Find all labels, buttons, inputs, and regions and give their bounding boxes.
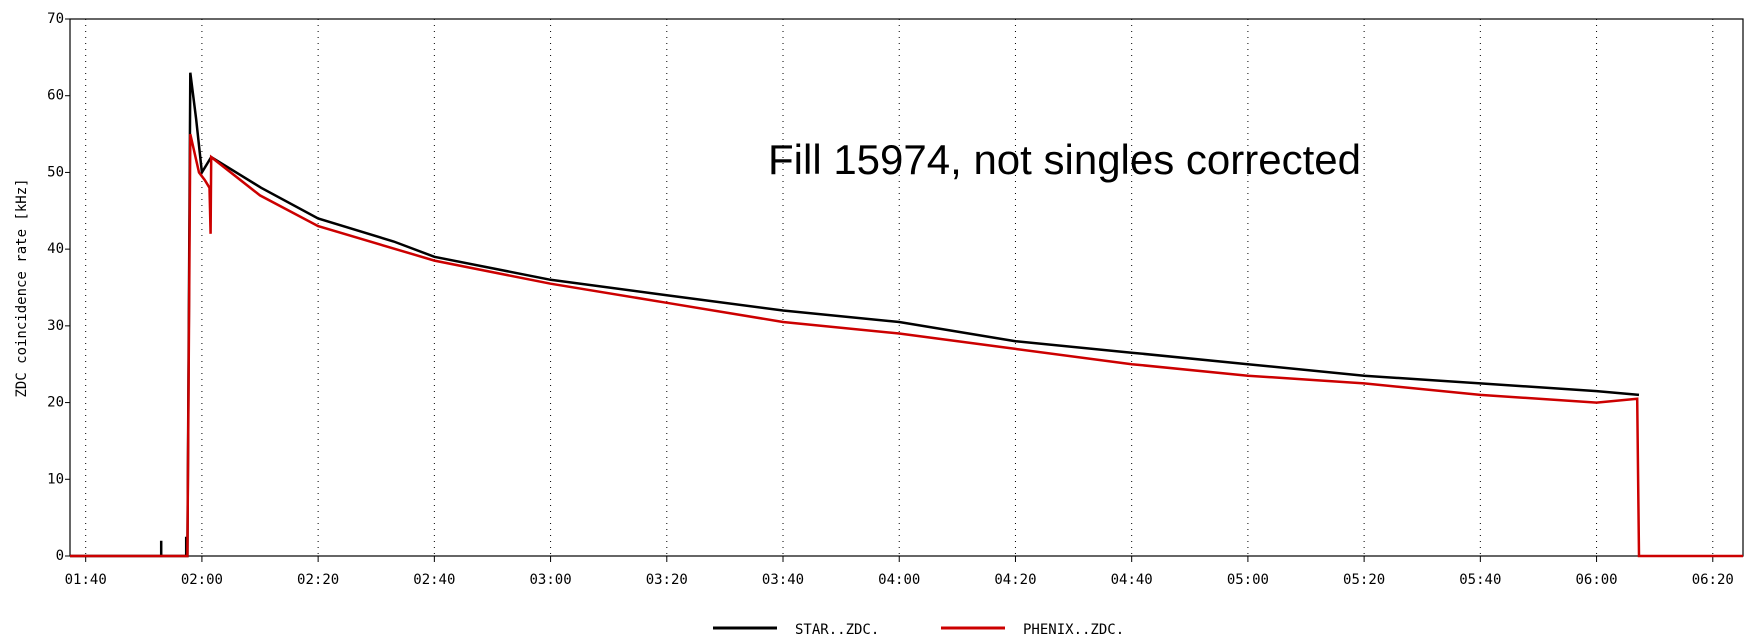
series-line [70, 133, 1743, 558]
x-tick-label: 04:00 [878, 572, 920, 588]
y-tick-label: 70 [47, 11, 64, 27]
y-tick-label: 20 [47, 395, 64, 411]
x-tick-label: 05:00 [1227, 572, 1269, 588]
x-tick-label: 03:20 [646, 572, 688, 588]
x-tick-label: 05:40 [1459, 572, 1501, 588]
x-tick-label: 03:40 [762, 572, 804, 588]
x-tick-label: 03:00 [529, 572, 571, 588]
x-tick-label: 04:20 [994, 572, 1036, 588]
y-tick-label: 50 [47, 164, 64, 180]
y-tick-label: 40 [47, 241, 64, 257]
x-tick-label: 01:40 [65, 572, 107, 588]
annotation: Fill 15974, not singles corrected [768, 136, 1361, 183]
y-tick-label: 0 [56, 548, 64, 564]
x-tick-label: 02:00 [181, 572, 223, 588]
plot-frame [69, 18, 1744, 557]
x-tick-label: 06:20 [1692, 572, 1734, 588]
y-tick-label: 10 [47, 471, 64, 487]
legend-label: PHENIX..ZDC. [1023, 622, 1124, 638]
y-tick-label: 60 [47, 88, 64, 104]
x-tick-label: 02:20 [297, 572, 339, 588]
x-tick-label: 04:40 [1111, 572, 1153, 588]
x-tick-label: 05:20 [1343, 572, 1385, 588]
y-tick-label: 30 [47, 318, 64, 334]
y-axis-label: ZDC coincidence rate [kHz] [14, 178, 30, 397]
x-tick-label: 02:40 [413, 572, 455, 588]
legend-label: STAR..ZDC. [795, 622, 879, 638]
x-tick-label: 06:00 [1575, 572, 1617, 588]
